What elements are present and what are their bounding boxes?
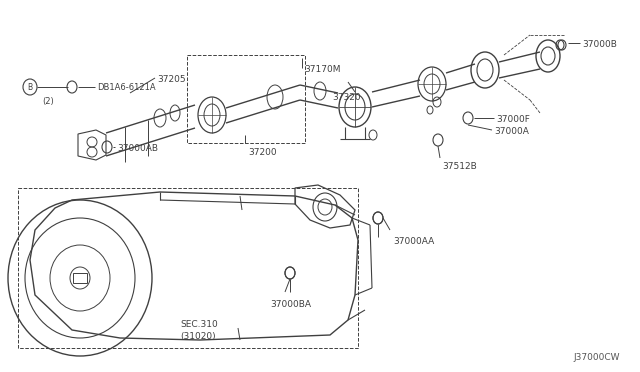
Text: 37205: 37205 xyxy=(157,75,186,84)
Text: 37512B: 37512B xyxy=(442,162,477,171)
Text: 37000BA: 37000BA xyxy=(270,300,311,309)
Text: 37000F: 37000F xyxy=(496,115,530,124)
Text: (31020): (31020) xyxy=(180,332,216,341)
Text: (2): (2) xyxy=(42,97,54,106)
Text: DB1A6-6121A: DB1A6-6121A xyxy=(97,83,156,92)
Text: 37000B: 37000B xyxy=(582,40,617,49)
Text: B: B xyxy=(28,83,33,92)
Bar xyxy=(187,55,305,143)
Text: 37200: 37200 xyxy=(248,148,276,157)
Bar xyxy=(18,188,358,348)
Text: J37000CW: J37000CW xyxy=(573,353,620,362)
Text: 37000A: 37000A xyxy=(494,127,529,136)
Text: 37000AB: 37000AB xyxy=(117,144,158,153)
Text: 37000AA: 37000AA xyxy=(393,237,435,246)
Text: 37170M: 37170M xyxy=(304,65,340,74)
Text: 37320: 37320 xyxy=(332,93,360,102)
Text: SEC.310: SEC.310 xyxy=(180,320,218,329)
